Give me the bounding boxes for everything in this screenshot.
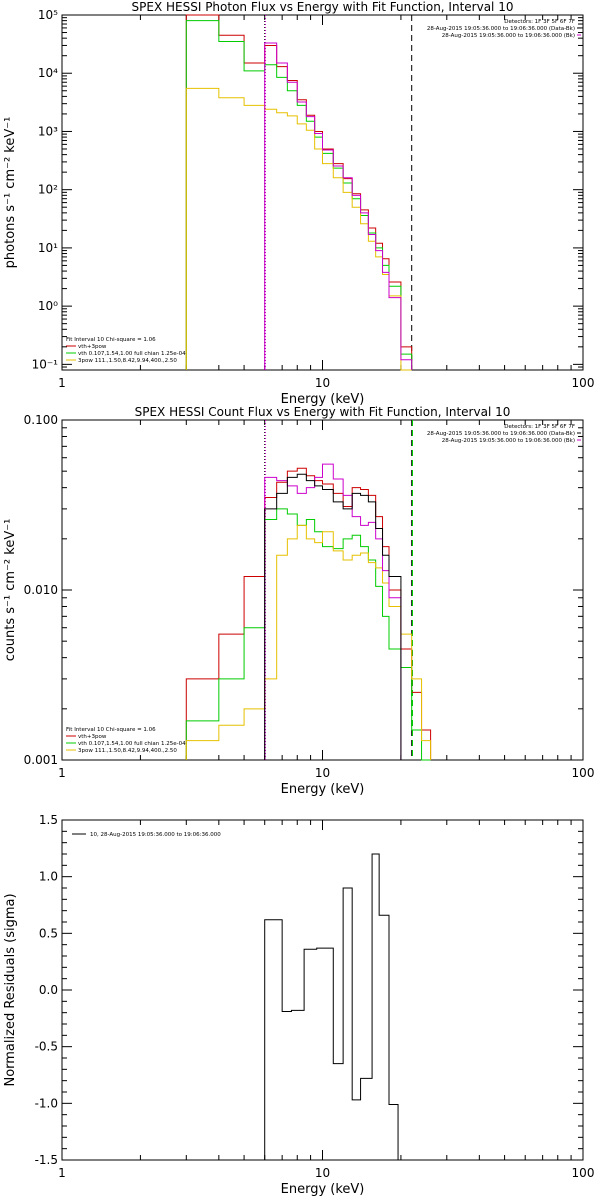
- x-axis-label: Energy (keV): [281, 782, 365, 797]
- x-tick-label: 10: [315, 376, 330, 390]
- y-tick-label: 10⁴: [38, 66, 58, 80]
- legend-entry: 28-Aug-2015 19:05:36.000 to 19:06:36.000…: [427, 26, 575, 32]
- y-tick-label: -1.5: [35, 1153, 58, 1167]
- count-flux-panel: SPEX HESSI Count Flux vs Energy with Fit…: [3, 405, 594, 797]
- chart-title: SPEX HESSI Photon Flux vs Energy with Fi…: [132, 0, 514, 14]
- legend-entry: Detectors: 1F 3F 5F 6F 7F: [504, 19, 575, 25]
- y-tick-label: 0.0: [39, 983, 58, 997]
- series-magenta: [264, 42, 413, 370]
- series-vth-3pow: [185, 14, 413, 370]
- y-tick-label: 10²: [38, 183, 58, 197]
- legend-entry: vth 0.107,1.54,1.00 full chian 1.25e-04: [78, 351, 186, 357]
- series-data-bk: [264, 473, 402, 760]
- photon-flux-panel: SPEX HESSI Photon Flux vs Energy with Fi…: [3, 0, 594, 407]
- series-3pow: [185, 524, 432, 760]
- x-tick-label: 10: [315, 1166, 330, 1180]
- y-tick-label: 0.5: [39, 926, 58, 940]
- y-tick-label: 10³: [38, 124, 58, 138]
- x-axis-label: Energy (keV): [281, 1182, 365, 1197]
- y-tick-label: 0.100: [24, 413, 58, 427]
- legend-entry: 10, 28-Aug-2015 19:05:36.000 to 19:06:36…: [90, 832, 221, 838]
- residuals-panel: 1 10 100 -1.5 -1.0 -0.5 0.0 0.5 1.0 1.5 Energy (ke…: [3, 813, 594, 1197]
- series-vth-3pow: [185, 467, 432, 760]
- x-tick-label: 10: [315, 766, 330, 780]
- x-tick-label: 100: [572, 766, 595, 780]
- legend-entry: Fit Interval 10 Chi-square = 1.06: [66, 727, 156, 733]
- y-tick-label: 1.5: [39, 813, 58, 827]
- legend-entry: Detectors: 1F 3F 5F 6F 7F: [504, 424, 575, 430]
- series-vth: [185, 20, 413, 370]
- legend-entry: 3pow 111.,1.50,8.42,9.94,400.,2.50: [78, 358, 177, 364]
- chart-title: SPEX HESSI Count Flux vs Energy with Fit…: [135, 405, 511, 419]
- y-tick-label: 10⁻¹: [32, 357, 59, 371]
- legend-entry: 28-Aug-2015 19:05:36.000 to 19:06:36.000…: [442, 33, 575, 39]
- x-tick-label: 1: [58, 766, 66, 780]
- legend-entry: vth+3pow: [78, 344, 107, 350]
- legend-entry: 3pow 111.,1.50,8.42,9.94,400.,2.50: [78, 748, 177, 754]
- y-tick-label: 10⁰: [38, 299, 58, 313]
- x-tick-label: 100: [572, 376, 595, 390]
- series-magenta: [264, 463, 402, 760]
- y-tick-label: -0.5: [35, 1040, 58, 1054]
- y-axis-label: Normalized Residuals (sigma): [3, 893, 18, 1086]
- legend-entry: 28-Aug-2015 19:05:36.000 to 19:06:36.000…: [442, 438, 575, 444]
- x-tick-label: 1: [58, 376, 66, 390]
- legend-entry: vth 0.107,1.54,1.00 full chian 1.25e-04: [78, 741, 186, 747]
- y-tick-label: 0.001: [24, 753, 58, 767]
- y-tick-label: 0.010: [24, 583, 58, 597]
- plot-frame: [61, 14, 584, 371]
- legend-entry: vth+3pow: [78, 734, 107, 740]
- y-tick-label: 1.0: [39, 870, 58, 884]
- y-tick-label: 10⁵: [38, 8, 58, 22]
- x-tick-label: 1: [58, 1166, 66, 1180]
- x-axis-label: Energy (keV): [281, 392, 365, 407]
- series-residuals: [264, 853, 415, 1161]
- x-tick-label: 100: [572, 1166, 595, 1180]
- y-tick-label: -1.0: [35, 1096, 58, 1110]
- plot-frame: [61, 819, 584, 1161]
- series-3pow: [185, 87, 412, 371]
- legend-entry: Fit Interval 10 Chi-square = 1.06: [66, 337, 156, 343]
- legend-entry: 28-Aug-2015 19:05:36.000 to 19:06:36.000…: [427, 431, 575, 437]
- y-axis-label: photons s⁻¹ cm⁻² keV⁻¹: [3, 117, 18, 269]
- y-axis-label: counts s⁻¹ cm⁻² keV⁻¹: [3, 519, 18, 662]
- y-tick-label: 10¹: [38, 241, 58, 255]
